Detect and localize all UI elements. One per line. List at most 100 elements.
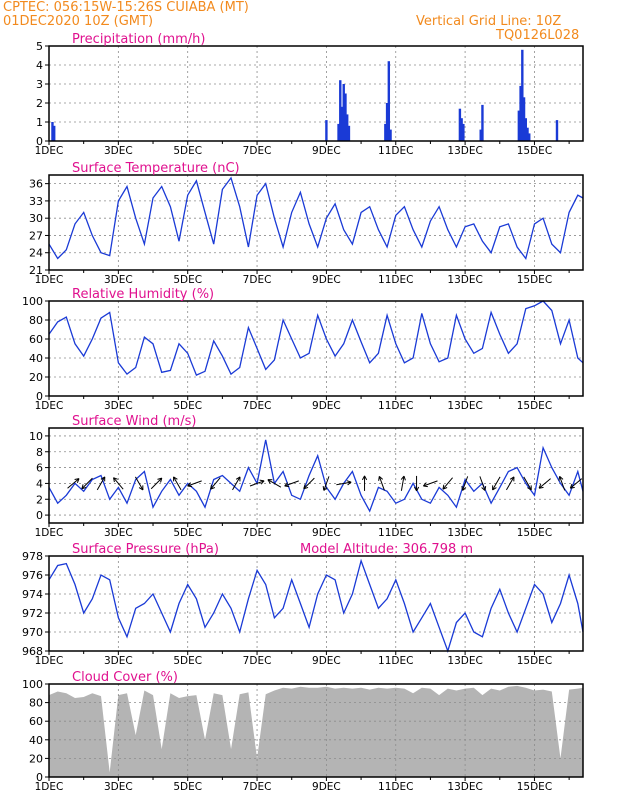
precip-plot-area	[49, 46, 583, 141]
wind-arrow	[462, 476, 469, 491]
rh-series-line	[48, 300, 584, 376]
wind-arrow-head	[442, 487, 448, 490]
y-tick-label: 1	[36, 116, 43, 129]
wind-arrow-head	[160, 477, 163, 483]
wind-series-line	[48, 439, 584, 513]
wind-arrow	[249, 480, 265, 487]
wind-arrow-head	[484, 485, 487, 491]
precip-bar	[521, 49, 524, 141]
y-tick-label: 33	[29, 195, 43, 208]
wind-arrow	[113, 477, 124, 490]
wind-arrow-head	[187, 482, 191, 487]
wind-arrow-head	[559, 475, 564, 480]
wind-arrow-head	[364, 475, 368, 481]
wind-arrow-head	[260, 480, 265, 485]
wind-arrow	[96, 476, 106, 491]
y-tick-label: 0	[36, 509, 43, 522]
x-tick-label: 1DEC	[35, 655, 64, 667]
wind-arrow-head	[138, 487, 144, 491]
x-tick-label: 11DEC	[378, 527, 413, 539]
wind-arrow-head	[462, 487, 467, 491]
wind-arrow	[505, 476, 515, 491]
wind-arrow-head	[570, 486, 575, 489]
x-tick-label: 5DEC	[173, 400, 202, 412]
x-tick-label: 13DEC	[447, 527, 482, 539]
wind-arrow-head	[284, 485, 290, 488]
wind-arrow-head	[481, 487, 486, 491]
precip-bar	[344, 93, 347, 141]
wind-arrow-head	[423, 485, 428, 488]
precip-bar	[337, 123, 340, 141]
precip-bar	[526, 127, 529, 141]
precip-bar	[347, 125, 351, 141]
precip-bar	[522, 97, 526, 141]
y-tick-label: 974	[22, 588, 43, 601]
precip-bar	[481, 104, 484, 141]
wind-arrow	[81, 477, 93, 490]
precip-bar	[51, 122, 54, 141]
wind-arrow	[173, 476, 182, 491]
wind-arrow	[267, 479, 282, 488]
wind-arrow	[523, 476, 532, 491]
x-tick-label: 11DEC	[378, 400, 413, 412]
wind-arrow	[423, 480, 438, 487]
wind-arrow	[492, 476, 501, 491]
wind-plot-area	[49, 428, 583, 523]
wind-arrow-head	[259, 479, 265, 482]
x-tick-label: 15DEC	[517, 527, 552, 539]
y-tick-label: 36	[29, 178, 43, 191]
wind-arrow-head	[81, 484, 84, 489]
wind-arrow-head	[509, 476, 515, 480]
pressure-title: Surface Pressure (hPa)	[72, 542, 219, 557]
wind-frame	[48, 427, 584, 524]
rh-plot-area	[49, 301, 583, 396]
precip-bar	[479, 129, 482, 141]
wind-arrow	[400, 475, 405, 491]
y-tick-label: 40	[29, 352, 43, 365]
y-tick-label: 21	[29, 264, 43, 277]
y-tick-label: 60	[29, 333, 43, 346]
y-tick-label: 970	[22, 626, 43, 639]
wind-arrow	[284, 480, 299, 487]
pressure-panel: 968 970 972 974 976 978 1DEC 3DEC 5DEC 7DEC 9DEC 11…	[22, 542, 584, 667]
y-tick-label: 972	[22, 607, 43, 620]
wind-arrow-head	[76, 478, 80, 483]
wind-arrow-head	[100, 476, 106, 480]
precip-bar	[519, 85, 522, 141]
x-tick-label: 11DEC	[378, 145, 413, 157]
y-tick-label: 0	[36, 771, 43, 784]
precip-bar	[458, 108, 462, 141]
station-header: CPTEC: 056:15W-15:26S CUIABA (MT)	[3, 0, 249, 15]
wind-arrow-head	[173, 476, 178, 480]
precip-panel: 0 1 2 3 4 5 1DEC 3DEC 5DEC 7DEC 9DEC 11DEC 13DEC 15DE…	[35, 32, 584, 157]
wind-arrow-head	[346, 480, 352, 483]
precip-bar	[387, 61, 391, 142]
x-tick-label: 15DEC	[517, 655, 552, 667]
x-tick-label: 15DEC	[517, 400, 552, 412]
precip-bar	[342, 84, 345, 141]
temp-plot-area	[49, 175, 583, 270]
x-tick-label: 13DEC	[447, 400, 482, 412]
temp-frame	[48, 174, 584, 271]
wind-arrow-head	[400, 475, 405, 480]
wind-arrow-head	[113, 477, 118, 480]
rh-title: Relative Humidity (%)	[72, 287, 214, 302]
pressure-frame	[48, 555, 584, 652]
y-tick-label: 20	[29, 752, 43, 765]
precip-bar	[528, 133, 531, 141]
pressure-plot-area	[49, 556, 583, 651]
wind-arrow	[538, 478, 551, 489]
cloud-frame	[48, 683, 584, 778]
x-tick-label: 5DEC	[173, 655, 202, 667]
x-tick-label: 9DEC	[312, 527, 341, 539]
x-tick-label: 15DEC	[517, 781, 552, 793]
wind-arrow-head	[442, 484, 445, 490]
cloud-panel: 0 20 40 60 80 100 1DEC 3DEC 5DEC 7DEC 9DEC 11DEC 13D…	[22, 670, 584, 793]
x-tick-label: 1DEC	[35, 400, 64, 412]
wind-arrow	[479, 476, 486, 491]
y-tick-label: 4	[36, 59, 43, 72]
temp-series-line	[48, 176, 584, 260]
precip-frame	[48, 45, 584, 142]
wind-arrow	[336, 481, 352, 486]
model-code: TQ0126L028	[496, 28, 580, 43]
